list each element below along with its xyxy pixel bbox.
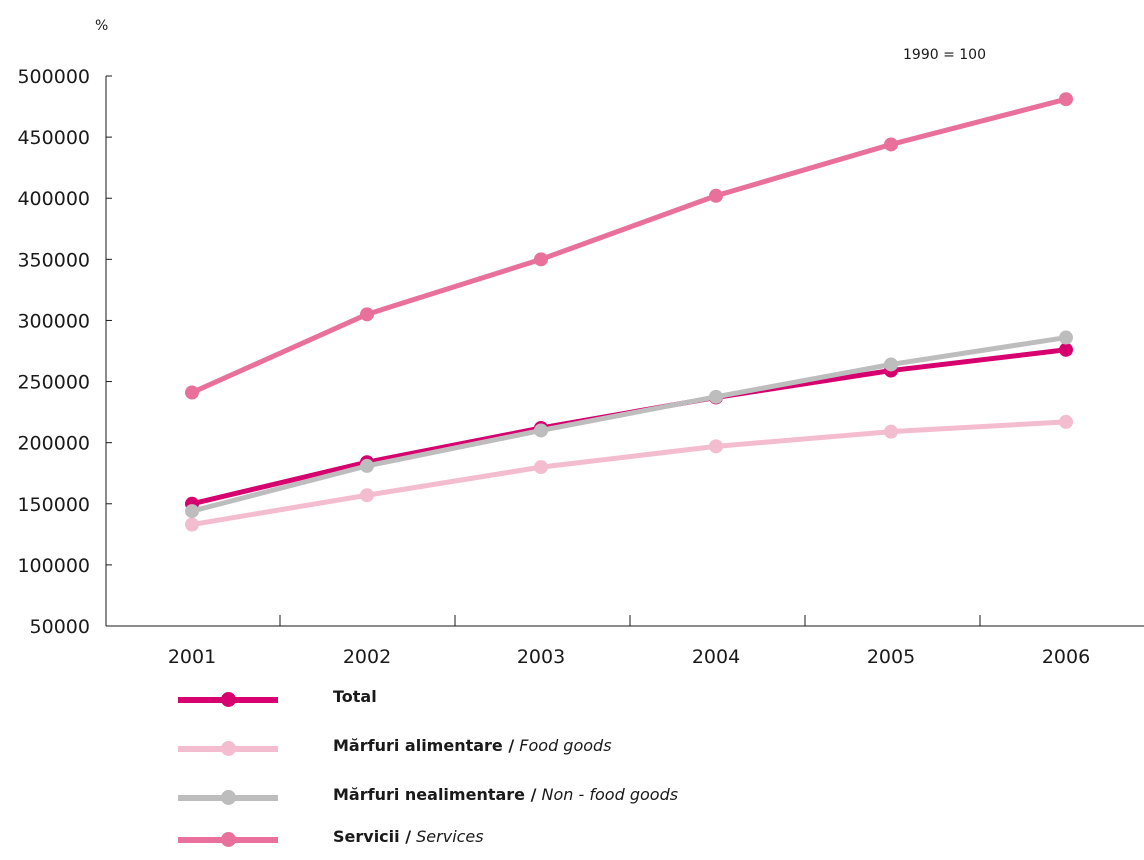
y-tick-label: 250000 bbox=[17, 372, 90, 394]
series-line bbox=[191, 419, 1067, 528]
data-point bbox=[884, 357, 898, 372]
axes: 50000 100000 150000 200000 250000 300000 35000… bbox=[17, 66, 1144, 668]
data-point bbox=[1059, 330, 1073, 345]
series-2 bbox=[185, 330, 1073, 519]
y-tick-label: 300000 bbox=[17, 310, 90, 332]
data-point bbox=[185, 517, 199, 532]
series-line bbox=[191, 335, 1067, 514]
data-point bbox=[534, 460, 548, 475]
data-point bbox=[709, 389, 723, 404]
data-point bbox=[1059, 92, 1073, 107]
legend-item-total: Total bbox=[178, 680, 878, 720]
y-tick-label: 500000 bbox=[17, 66, 90, 88]
data-point bbox=[360, 307, 374, 322]
legend-label-total: Total bbox=[333, 687, 377, 706]
x-tick-label: 2002 bbox=[343, 646, 391, 668]
legend-label-services: Servicii / Services bbox=[333, 827, 484, 846]
y-tick-label: 100000 bbox=[17, 555, 90, 577]
data-point bbox=[534, 423, 548, 438]
y-unit-label: % bbox=[95, 18, 108, 34]
data-point bbox=[185, 504, 199, 519]
data-point bbox=[884, 137, 898, 152]
base-year-note: 1990 = 100 bbox=[903, 47, 986, 63]
legend-label-non-food-goods: Mărfuri nealimentare / Non - food goods bbox=[333, 785, 679, 804]
y-tick-label: 350000 bbox=[17, 249, 90, 271]
y-tick-label: 200000 bbox=[17, 433, 90, 455]
legend-item-non-food-goods: Mărfuri nealimentare / Non - food goods bbox=[178, 778, 878, 818]
x-tick-label: 2006 bbox=[1042, 646, 1090, 668]
legend-swatch-non-food-goods bbox=[178, 790, 278, 806]
y-tick-label: 400000 bbox=[17, 188, 90, 210]
data-point bbox=[709, 439, 723, 454]
x-tick-label: 2004 bbox=[692, 646, 740, 668]
y-tick-label: 50000 bbox=[30, 616, 90, 638]
data-point bbox=[360, 458, 374, 473]
data-point bbox=[1059, 342, 1073, 357]
x-tick-label: 2003 bbox=[517, 646, 565, 668]
data-point bbox=[185, 385, 199, 400]
series-3 bbox=[185, 92, 1073, 400]
legend-swatch-total bbox=[178, 692, 278, 708]
series-line bbox=[190, 96, 1067, 395]
data-point bbox=[534, 252, 548, 267]
series-layer bbox=[185, 92, 1073, 532]
legend-item-services: Servicii / Services bbox=[178, 820, 878, 860]
series-1 bbox=[185, 414, 1073, 532]
data-point bbox=[360, 488, 374, 503]
y-tick-label: 150000 bbox=[17, 494, 90, 516]
y-tick-label: 450000 bbox=[17, 127, 90, 149]
legend-swatch-food-goods bbox=[178, 741, 278, 757]
legend-label-food-goods: Mărfuri alimentare / Food goods bbox=[333, 736, 612, 755]
legend-swatch-services bbox=[178, 832, 278, 848]
x-tick-label: 2001 bbox=[168, 646, 216, 668]
legend-item-food-goods: Mărfuri alimentare / Food goods bbox=[178, 729, 878, 769]
data-point bbox=[709, 188, 723, 203]
data-point bbox=[1059, 414, 1073, 429]
data-point bbox=[884, 424, 898, 439]
x-tick-label: 2005 bbox=[867, 646, 915, 668]
